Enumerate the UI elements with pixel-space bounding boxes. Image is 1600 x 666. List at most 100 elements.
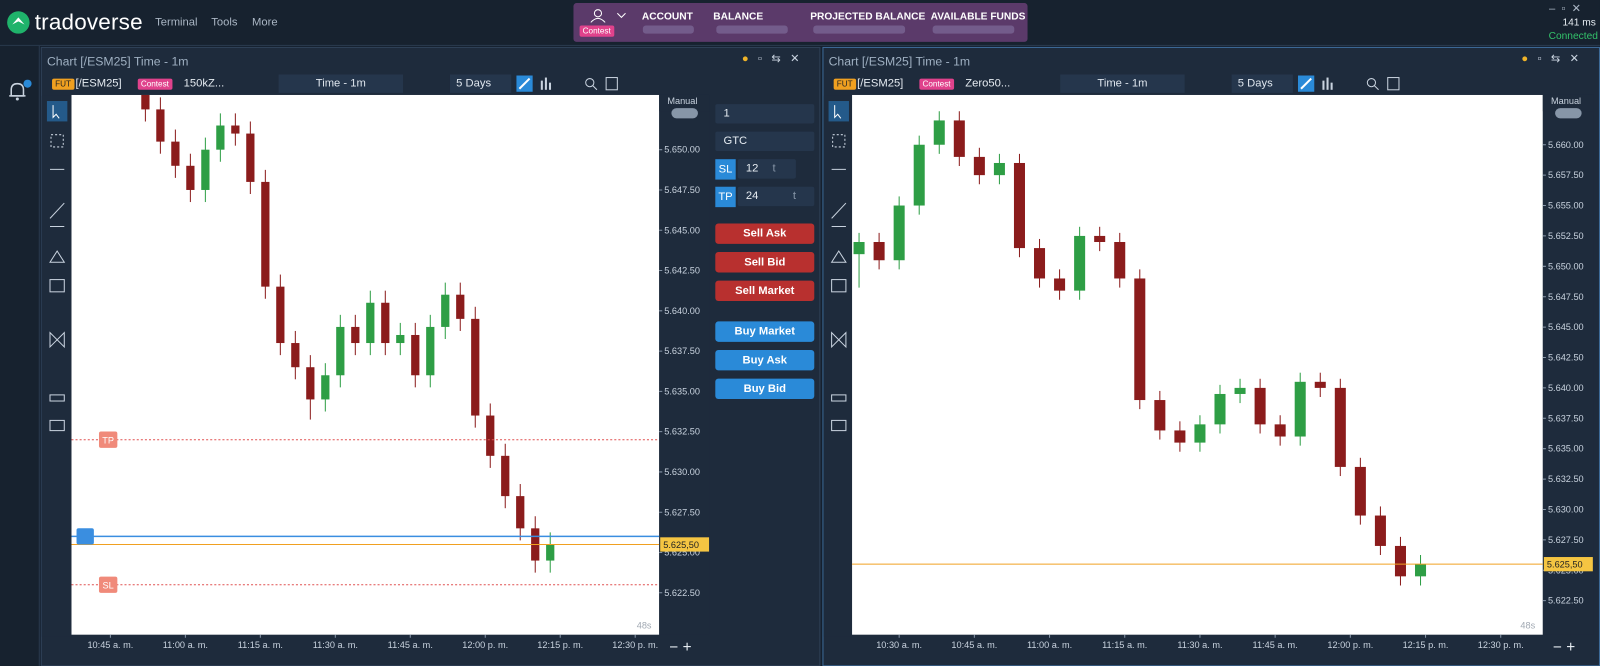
- candle-body: [351, 326, 360, 344]
- mode-label: Manual: [1551, 96, 1581, 106]
- interval-select[interactable]: Time - 1m: [1060, 74, 1185, 93]
- tif-select[interactable]: GTC: [715, 131, 815, 152]
- interval-select[interactable]: Time - 1m: [278, 74, 404, 93]
- candle-body: [441, 294, 450, 327]
- x-tick-label: 12:00 p. m.: [1327, 640, 1373, 650]
- x-tick-label: 12:30 p. m.: [612, 640, 658, 650]
- tp-unit: t: [792, 189, 796, 203]
- buy-button[interactable]: Buy Bid: [715, 378, 815, 399]
- sell-button[interactable]: Sell Bid: [715, 252, 815, 273]
- candle-body: [1234, 387, 1246, 394]
- candle-body: [321, 375, 330, 400]
- chart-tools[interactable]: [1297, 75, 1400, 92]
- blurred-value: [813, 25, 906, 34]
- position-marker: [76, 528, 94, 545]
- sl-input[interactable]: 12: [737, 159, 796, 179]
- candle-body: [336, 326, 345, 376]
- sell-button[interactable]: Sell Market: [715, 280, 815, 302]
- account-field: BALANCE: [713, 11, 764, 23]
- x-tick-label: 11:30 a. m.: [313, 640, 358, 650]
- y-tick-label: 5.627.50: [664, 507, 700, 517]
- candle-body: [291, 343, 300, 368]
- y-tick-label: 5.650.00: [664, 145, 700, 155]
- chart-tools[interactable]: [516, 75, 618, 92]
- tp-label: TP: [102, 435, 114, 445]
- panel-controls[interactable]: ● ▫ ⇆ ✕: [1521, 53, 1580, 66]
- candle-body: [1054, 278, 1066, 291]
- y-tick-label: 5.645.00: [1548, 322, 1584, 332]
- x-tick-label: 11:45 a. m.: [1253, 640, 1298, 650]
- drawing-tools[interactable]: [41, 95, 72, 637]
- dropdown-icon: [616, 12, 626, 19]
- timer: 48s: [637, 621, 652, 631]
- menu-item[interactable]: Tools: [211, 16, 238, 29]
- mode-toggle: [1555, 108, 1582, 119]
- plot: [71, 94, 660, 586]
- account-select[interactable]: 150kZ...: [183, 77, 225, 90]
- candle-body: [171, 141, 180, 166]
- buy-button[interactable]: Buy Ask: [715, 349, 815, 371]
- instrument-type: FUT: [833, 78, 856, 90]
- account-badge: Contest: [137, 78, 173, 90]
- chart[interactable]: 5.660.00 5.657.50 5.655.00 5.652.50 5.650.00…: [852, 94, 1599, 664]
- candle-body: [1214, 393, 1226, 425]
- menu-item[interactable]: Terminal: [155, 16, 198, 29]
- y-tick-label: 5.645.00: [664, 225, 700, 235]
- candle-body: [501, 455, 510, 497]
- tp-input[interactable]: 24: [737, 186, 815, 207]
- buy-button[interactable]: Buy Market: [715, 321, 815, 342]
- tool-icons: [828, 101, 849, 432]
- candle-body: [1114, 242, 1126, 279]
- panel-controls[interactable]: ● ▫ ⇆ ✕: [741, 53, 800, 66]
- menu-item[interactable]: More: [252, 16, 278, 29]
- candle-body: [1134, 278, 1146, 401]
- range-select[interactable]: 5 Days: [1231, 74, 1293, 93]
- mode-toggle: [671, 108, 698, 119]
- blurred-value: [932, 25, 1015, 34]
- zoom-controls: − +: [1553, 639, 1575, 656]
- quantity-input[interactable]: 1: [715, 104, 815, 124]
- sl-marker: [98, 576, 118, 593]
- candle-body: [366, 302, 375, 344]
- candle-body: [1174, 430, 1186, 443]
- tp-marker: [98, 431, 118, 448]
- y-tick-label: 5.635.00: [1548, 444, 1584, 454]
- symbol[interactable]: [/ESM25]: [75, 77, 122, 90]
- candle-body: [1013, 162, 1025, 249]
- sell-button[interactable]: Sell Ask: [715, 223, 815, 244]
- logo-icon: [7, 11, 30, 34]
- price-axis: [1542, 94, 1594, 635]
- range-select[interactable]: 5 Days: [449, 74, 512, 93]
- y-tick-label: 5.657.50: [1548, 170, 1584, 180]
- zoom-controls: − +: [669, 639, 691, 656]
- candle-body: [216, 125, 225, 150]
- sidebar: [0, 45, 40, 666]
- sl-unit: t: [772, 162, 776, 175]
- blurred-value: [642, 25, 694, 34]
- plot: [852, 111, 1543, 586]
- candle-body: [1274, 424, 1286, 437]
- x-tick-label: 10:30 a. m.: [876, 640, 922, 650]
- y-tick-label: 5.630.00: [1548, 505, 1584, 515]
- window-controls[interactable]: – ▫ ✕: [1548, 3, 1582, 16]
- x-tick-label: 10:45 a. m.: [87, 640, 133, 650]
- y-tick-label: 5.660.00: [1548, 140, 1584, 150]
- account-summary[interactable]: Contest ACCOUNT BALANCE PROJECTED BALANC…: [573, 3, 1028, 42]
- account-badge: Contest: [579, 25, 614, 37]
- connection-status: Connected: [1548, 30, 1598, 42]
- logo[interactable]: tradoverse: [34, 9, 143, 35]
- x-tick-label: 12:15 p. m.: [537, 640, 583, 650]
- latency: 141 ms: [1562, 17, 1596, 29]
- y-tick-label: 5.647.50: [1548, 292, 1584, 302]
- candle-body: [516, 496, 525, 529]
- last-price-label: 5.625,50: [663, 540, 699, 550]
- account-select[interactable]: Zero50...: [965, 77, 1011, 90]
- symbol[interactable]: [/ESM25]: [857, 77, 904, 90]
- candle-body: [873, 242, 885, 261]
- drawing-tools[interactable]: [823, 95, 854, 637]
- y-tick-label: 5.630.00: [664, 467, 700, 477]
- candle-body: [396, 334, 405, 344]
- notifications[interactable]: [7, 79, 32, 102]
- chart[interactable]: 5.650.00 5.647.50 5.645.00 5.642.50 5.640.00…: [71, 94, 710, 664]
